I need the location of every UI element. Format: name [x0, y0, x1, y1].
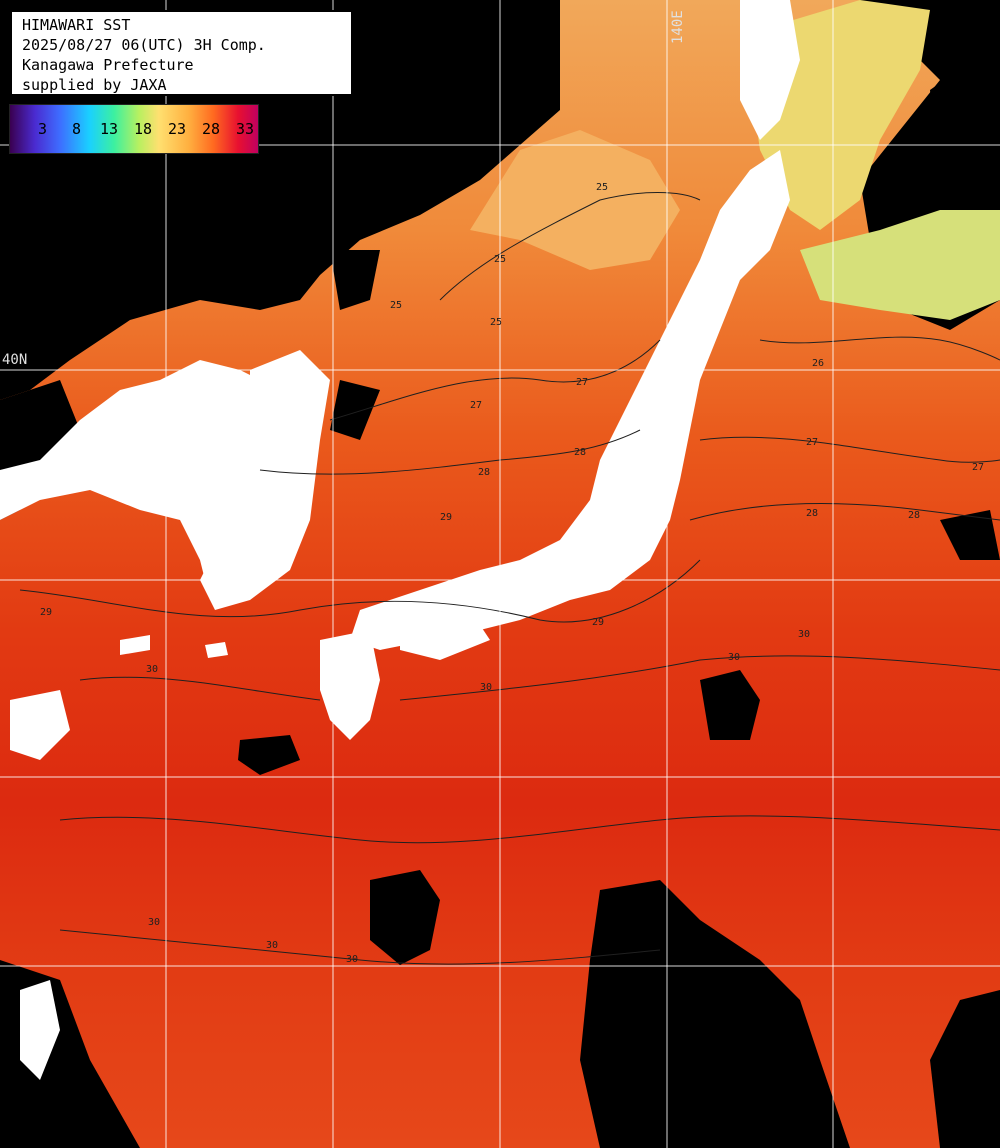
no-data-cluster-5 — [330, 380, 380, 440]
land-taiwan — [20, 980, 60, 1080]
contour-label: 27 — [972, 462, 984, 473]
legend-tick: 13 — [100, 120, 119, 138]
no-data-cluster-2 — [700, 670, 760, 740]
legend-tick: 33 — [236, 120, 255, 138]
land-kyushu — [320, 630, 380, 740]
warm-water-sea-of-japan-north — [470, 130, 680, 270]
no-data-top-left — [0, 0, 560, 400]
info-datetime: 2025/08/27 06(UTC) 3H Comp. — [22, 36, 266, 54]
contour-label: 29 — [440, 512, 452, 523]
no-data-cluster-4 — [330, 250, 380, 310]
contour-30b — [399, 655, 1000, 701]
land-korea-peninsula — [200, 350, 330, 610]
no-data-cluster-1 — [370, 870, 440, 965]
contour-label: 30 — [728, 652, 740, 663]
land-areas — [0, 0, 800, 1080]
contour-30 — [79, 676, 321, 701]
contour-label: 30 — [148, 917, 160, 928]
contour-30c — [59, 815, 1000, 844]
contour-label: 30 — [266, 940, 278, 951]
contour-label: 29 — [592, 617, 604, 628]
contour-lines — [19, 192, 1000, 965]
no-data-islet — [400, 125, 425, 162]
contour-label: 27 — [576, 377, 588, 388]
contour-value-labels: 25 25 25 25 26 27 27 27 27 28 28 28 28 2… — [40, 182, 984, 965]
land-shikoku — [400, 610, 490, 660]
contour-27 — [329, 339, 661, 421]
contour-27b — [699, 436, 1000, 463]
no-data-cluster-6 — [940, 510, 1000, 560]
contour-label: 30 — [146, 664, 158, 675]
no-data-cluster-7 — [930, 990, 1000, 1148]
contour-label: 30 — [480, 682, 492, 693]
legend-tick: 28 — [202, 120, 221, 138]
contour-label: 28 — [908, 510, 920, 521]
color-scale-legend: 3 8 13 18 23 28 33 — [9, 104, 259, 154]
contour-label: 25 — [494, 254, 506, 265]
cool-water-northeast-band — [800, 210, 1000, 320]
contour-26 — [759, 336, 1000, 361]
contour-29 — [19, 559, 701, 623]
info-title: HIMAWARI SST — [22, 16, 131, 34]
land-islet-2 — [120, 635, 150, 655]
legend-tick: 23 — [168, 120, 187, 138]
land-hokkaido — [740, 0, 800, 140]
contour-label: 27 — [470, 400, 482, 411]
info-region: Kanagawa Prefecture — [22, 56, 194, 74]
contour-label: 28 — [478, 467, 490, 478]
contour-label: 30 — [346, 954, 358, 965]
legend-tick: 18 — [134, 120, 153, 138]
contour-25 — [439, 192, 701, 301]
contour-29b — [59, 929, 661, 965]
contour-label: 26 — [812, 358, 824, 369]
contour-label: 25 — [490, 317, 502, 328]
contour-28 — [259, 429, 641, 475]
contour-28b — [689, 502, 1000, 521]
no-data-cluster-3 — [238, 735, 300, 775]
latitude-label: 40N — [2, 352, 28, 368]
legend-tick: 8 — [72, 120, 82, 138]
longitude-label: 140E — [670, 10, 686, 44]
contour-label: 28 — [806, 508, 818, 519]
info-credit: supplied by JAXA — [22, 76, 167, 94]
contour-label: 29 — [40, 607, 52, 618]
land-islet-1 — [205, 642, 228, 658]
land-honshu — [350, 150, 790, 650]
info-box: HIMAWARI SST 2025/08/27 06(UTC) 3H Comp.… — [10, 10, 353, 96]
legend-tick: 3 — [38, 120, 48, 138]
no-data-south-center — [580, 880, 850, 1148]
contour-label: 25 — [596, 182, 608, 193]
contour-label: 25 — [390, 300, 402, 311]
contour-label: 28 — [574, 447, 586, 458]
contour-label: 30 — [798, 629, 810, 640]
contour-label: 27 — [806, 437, 818, 448]
